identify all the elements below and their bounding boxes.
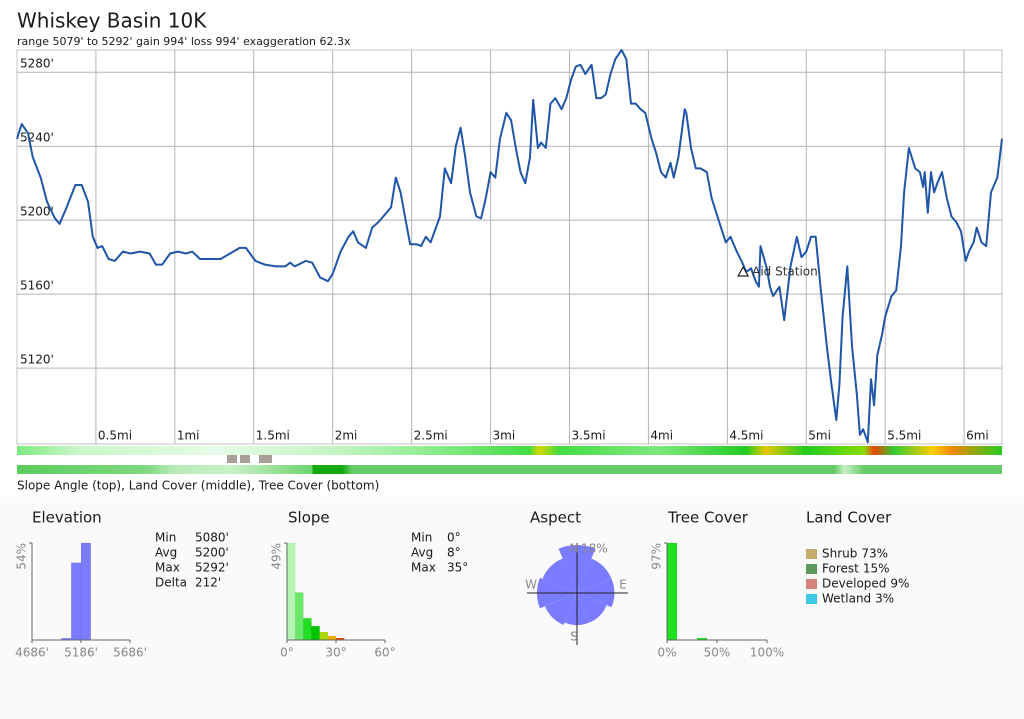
- legend-value: 73%: [861, 547, 888, 561]
- x-tick-label: 4686': [15, 646, 49, 660]
- y-tick-label: 5160': [20, 279, 54, 293]
- histogram-bar: [80, 542, 92, 641]
- chart-subtitle: range 5079' to 5292' gain 994' loss 994'…: [17, 35, 351, 48]
- panel-title: Aspect: [530, 509, 581, 527]
- stat-value: 5200': [195, 546, 229, 560]
- direction-label: S: [570, 630, 578, 644]
- x-tick-label: 1mi: [177, 429, 200, 443]
- legend-swatch: [806, 549, 817, 559]
- legend-label: Developed: [822, 577, 886, 591]
- y-tick-label: 5240': [20, 131, 54, 145]
- tree-cover-strip: [17, 465, 1002, 474]
- x-tick-label: 5186': [64, 646, 98, 660]
- radial-tick-label: 18%: [581, 542, 608, 556]
- histogram-bar: [70, 562, 82, 641]
- direction-label: E: [619, 578, 627, 592]
- y-tick-label: 5120': [20, 353, 54, 367]
- slope-strip: [17, 446, 1002, 455]
- stat-value: 212': [195, 576, 221, 590]
- x-tick-label: 30°: [325, 646, 346, 660]
- aspect-sector: [577, 593, 607, 623]
- histogram-bar: [327, 635, 337, 641]
- histogram-bar: [286, 542, 296, 641]
- land-cover-block: [259, 455, 272, 463]
- stat-value: 35°: [447, 561, 468, 575]
- aspect-sector: [577, 558, 612, 593]
- x-tick-label: 4.5mi: [729, 429, 763, 443]
- legend-label: Forest: [822, 562, 859, 576]
- x-tick-label: 4mi: [650, 429, 673, 443]
- y-tick-label: 97%: [650, 543, 664, 570]
- x-tick-label: 5686': [113, 646, 147, 660]
- chart-title: Whiskey Basin 10K: [17, 9, 207, 33]
- stat-label: Min: [155, 531, 176, 545]
- panel-background: [0, 497, 1024, 719]
- x-tick-label: 2mi: [335, 429, 358, 443]
- annotation-marker: [737, 265, 750, 277]
- land-cover-block: [227, 455, 237, 463]
- x-tick-label: 60°: [374, 646, 395, 660]
- land-cover-block: [240, 455, 250, 463]
- x-tick-label: 3mi: [493, 429, 516, 443]
- legend-value: 15%: [863, 562, 890, 576]
- x-tick-label: 0%: [657, 646, 676, 660]
- x-tick-label: 100%: [750, 646, 784, 660]
- legend-swatch: [806, 594, 817, 604]
- stat-value: 0°: [447, 531, 461, 545]
- direction-label: N: [570, 542, 579, 556]
- elevation-line: [16, 49, 1003, 444]
- land-cover-strip: [17, 455, 1002, 463]
- x-tick-label: 5mi: [808, 429, 831, 443]
- x-tick-label: 3.5mi: [571, 429, 605, 443]
- histogram-bar: [319, 631, 329, 641]
- stat-value: 5080': [195, 531, 229, 545]
- strip-caption: Slope Angle (top), Land Cover (middle), …: [17, 479, 379, 493]
- legend-swatch: [806, 579, 817, 589]
- direction-label: W: [525, 578, 537, 592]
- stat-label: Avg: [411, 546, 433, 560]
- x-tick-label: 2.5mi: [414, 429, 448, 443]
- histogram-bar: [311, 625, 320, 641]
- x-tick-label: 6mi: [966, 429, 989, 443]
- y-tick-label: 5200': [20, 205, 54, 219]
- panel-title: Tree Cover: [667, 509, 749, 527]
- histogram-bar: [666, 542, 678, 641]
- aspect-sector: [542, 558, 577, 593]
- y-tick-label: 5280': [20, 57, 54, 71]
- stat-label: Avg: [155, 546, 177, 560]
- x-tick-label: 50%: [704, 646, 731, 660]
- x-tick-label: 0°: [280, 646, 294, 660]
- x-tick-label: 1.5mi: [256, 429, 290, 443]
- histogram-bar: [303, 617, 312, 641]
- stat-label: Delta: [155, 576, 187, 590]
- annotation-label: Aid Station: [752, 264, 818, 278]
- legend-value: 3%: [875, 592, 894, 606]
- x-tick-label: 0.5mi: [98, 429, 132, 443]
- panel-title: Land Cover: [806, 509, 892, 527]
- stat-label: Min: [411, 531, 432, 545]
- stat-label: Max: [155, 561, 180, 575]
- panel-title: Elevation: [32, 509, 102, 527]
- y-tick-label: 49%: [270, 543, 284, 570]
- stat-label: Max: [411, 561, 436, 575]
- aspect-sector: [545, 593, 577, 625]
- stat-value: 8°: [447, 546, 461, 560]
- legend-value: 9%: [890, 577, 909, 591]
- stat-value: 5292': [195, 561, 229, 575]
- legend-swatch: [806, 564, 817, 574]
- legend-label: Wetland: [822, 592, 871, 606]
- legend-label: Shrub: [822, 547, 857, 561]
- y-tick-label: 54%: [15, 543, 29, 570]
- histogram-bar: [294, 592, 304, 641]
- panel-title: Slope: [288, 509, 330, 527]
- x-tick-label: 5.5mi: [887, 429, 921, 443]
- plot-frame: [16, 49, 1003, 445]
